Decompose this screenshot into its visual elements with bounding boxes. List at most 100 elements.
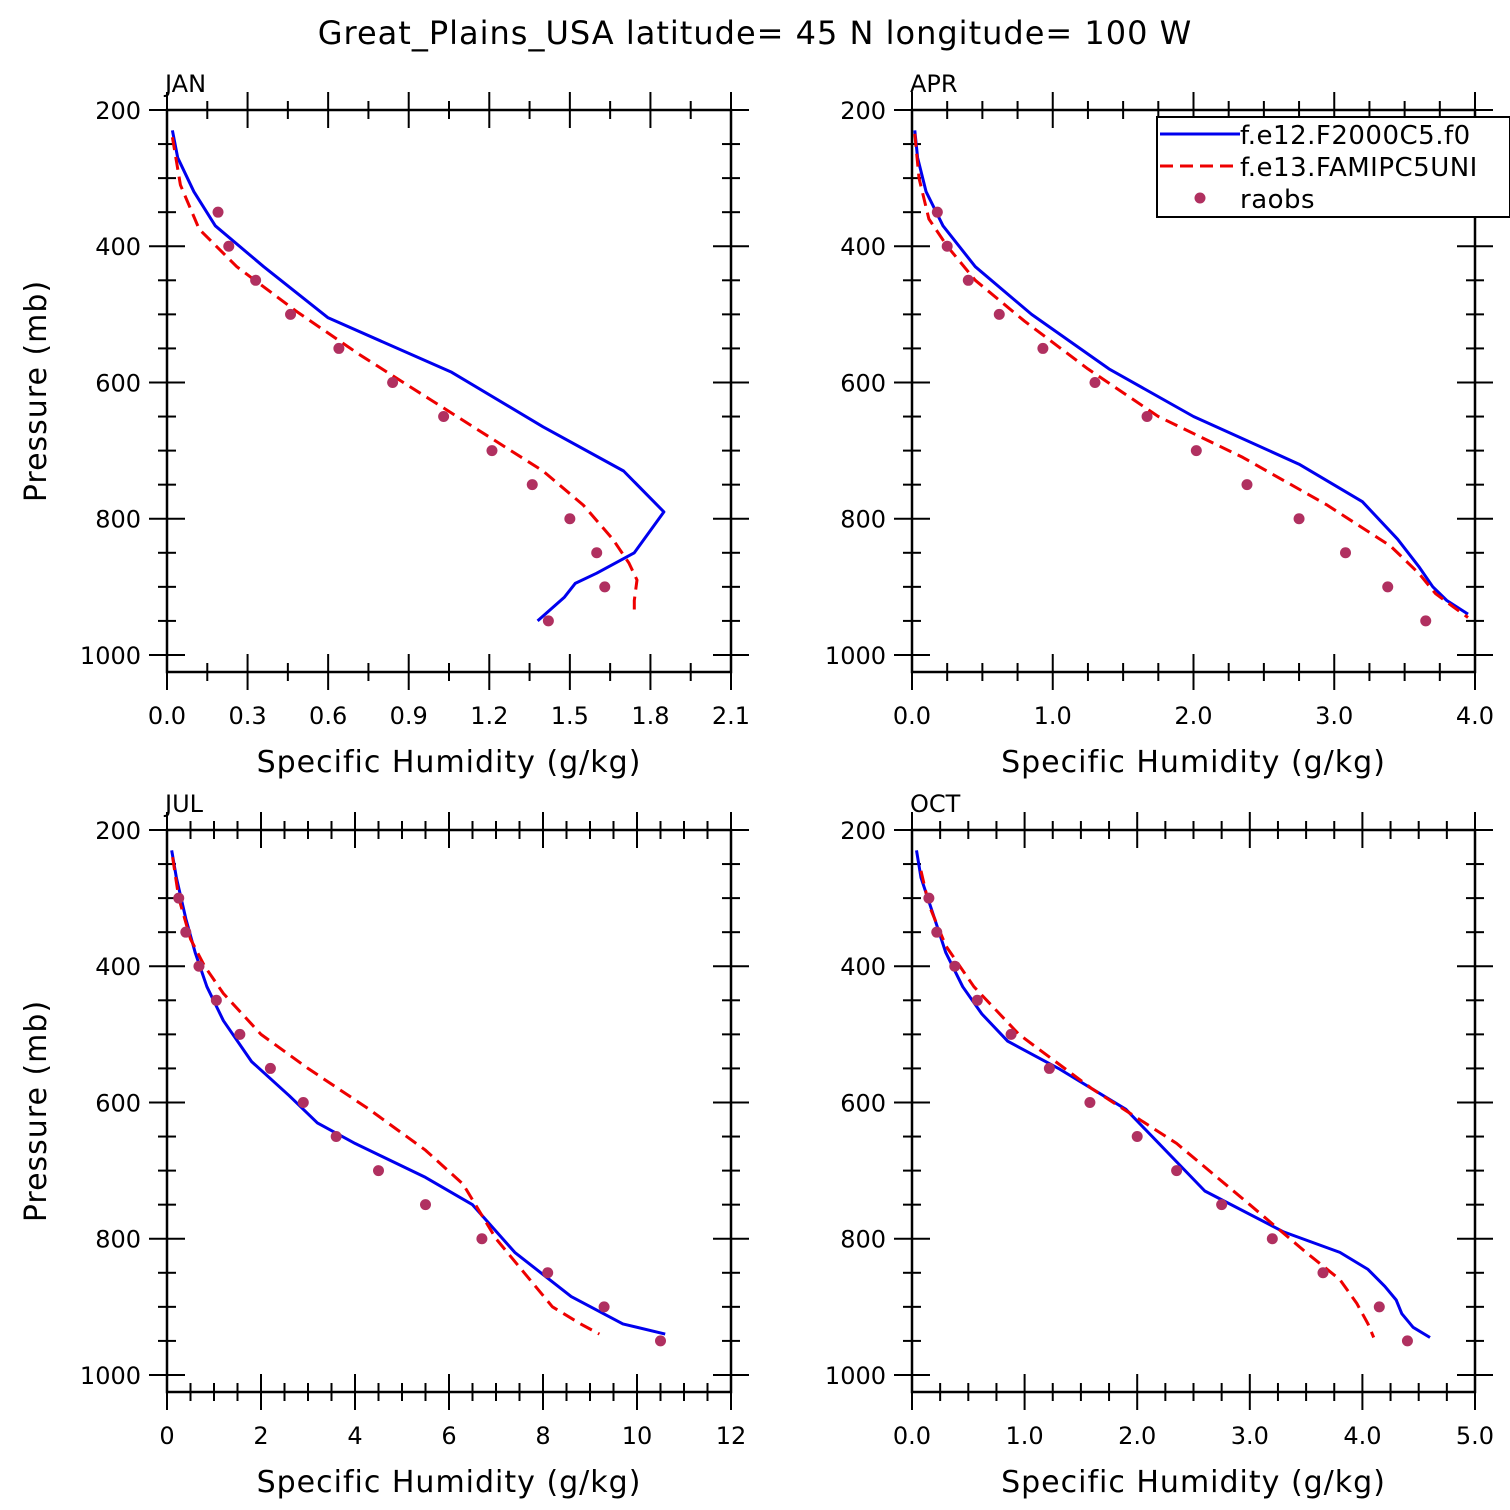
y-tick-label: 1000 xyxy=(825,1362,886,1390)
plot-area xyxy=(913,130,1469,627)
legend-label: f.e12.F2000C5.f0 xyxy=(1240,121,1471,151)
panel-apr: 200 400 600 800 1000 0.0 1.0 2.0 3.0 4.0 APR Specif… xyxy=(825,70,1494,780)
raobs-point xyxy=(564,513,576,525)
y-tick-label: 800 xyxy=(840,1226,886,1254)
legend-swatch-marker xyxy=(1194,192,1206,204)
x-axis-title: Specific Humidity (g/kg) xyxy=(1001,1465,1386,1500)
y-tick-label: 800 xyxy=(95,1226,141,1254)
raobs-point xyxy=(1089,376,1101,388)
y-tick-label: 400 xyxy=(840,233,886,261)
raobs-point xyxy=(949,960,961,972)
y-axis-title: Pressure (mb) xyxy=(19,280,54,502)
raobs-point xyxy=(420,1199,431,1211)
raobs-point xyxy=(180,926,192,938)
raobs-point xyxy=(212,206,224,218)
raobs-point xyxy=(297,1096,309,1108)
raobs-point xyxy=(1131,1131,1143,1143)
raobs-point xyxy=(1241,479,1253,491)
plot-area xyxy=(170,130,666,627)
raobs-point xyxy=(373,1165,384,1177)
model1-line xyxy=(170,130,666,623)
y-tick-label: 1000 xyxy=(80,1362,141,1390)
x-tick-label: 0.0 xyxy=(148,702,186,730)
raobs-point xyxy=(993,308,1005,320)
raobs-point xyxy=(438,411,450,423)
y-tick-label: 200 xyxy=(840,817,886,845)
x-axis-title: Specific Humidity (g/kg) xyxy=(257,1465,642,1500)
raobs-point xyxy=(971,994,983,1006)
y-tick-label: 200 xyxy=(840,97,886,125)
panel-label: JUL xyxy=(163,790,204,818)
raobs-point xyxy=(542,615,554,627)
x-tick-label: 2.1 xyxy=(712,702,750,730)
x-axis-title: Specific Humidity (g/kg) xyxy=(1001,745,1386,780)
x-tick-label: 12 xyxy=(716,1422,747,1450)
y-tick-label: 400 xyxy=(95,233,141,261)
panels: 200 400 600 800 1000 0.0 0.3 0.6 0.9 1.2 1.5 1.8 2.1… xyxy=(19,70,1494,1500)
raobs-point xyxy=(210,994,222,1006)
raobs-point xyxy=(1037,342,1049,354)
raobs-point xyxy=(387,376,399,388)
model1-line xyxy=(913,130,1469,616)
raobs-point xyxy=(1340,547,1352,559)
raobs-point xyxy=(250,274,262,286)
panel-oct: 200 400 600 800 1000 0.0 1.0 2.0 3.0 4.0 5.0 OCT Spe… xyxy=(825,790,1494,1500)
raobs-point xyxy=(1171,1165,1183,1177)
raobs-point xyxy=(234,1028,246,1040)
y-tick-label: 800 xyxy=(95,506,141,534)
x-tick-label: 4.0 xyxy=(1343,1422,1381,1450)
x-tick-label: 1.0 xyxy=(1006,1422,1044,1450)
main-title: Great_Plains_USA latitude= 45 N longitud… xyxy=(318,14,1193,52)
raobs-point xyxy=(1317,1267,1329,1279)
raobs-point xyxy=(599,581,611,593)
raobs-point xyxy=(1216,1199,1228,1211)
panel-jan: 200 400 600 800 1000 0.0 0.3 0.6 0.9 1.2 1.5 1.8 2.1… xyxy=(19,70,750,780)
x-tick-label: 0.6 xyxy=(309,702,347,730)
raobs-point xyxy=(333,342,345,354)
raobs-point xyxy=(1043,1062,1055,1074)
panel-label: OCT xyxy=(910,790,961,818)
x-tick-label: 4 xyxy=(347,1422,362,1450)
x-tick-label: 2.0 xyxy=(1174,702,1212,730)
raobs-point xyxy=(931,206,943,218)
raobs-point xyxy=(1084,1096,1096,1108)
x-tick-label: 8 xyxy=(535,1422,550,1450)
raobs-point xyxy=(285,308,297,320)
plot-frame xyxy=(165,828,733,1394)
plot-frame xyxy=(910,828,1477,1394)
raobs-point xyxy=(1382,581,1394,593)
model2-line xyxy=(170,136,639,615)
x-tick-label: 3.0 xyxy=(1231,1422,1269,1450)
raobs-point xyxy=(1401,1335,1413,1347)
raobs-point xyxy=(1141,411,1153,423)
plot-area xyxy=(170,850,666,1347)
model2-line xyxy=(171,856,601,1336)
raobs-point xyxy=(1293,513,1305,525)
raobs-point xyxy=(1373,1301,1385,1313)
y-axis-title: Pressure (mb) xyxy=(19,1000,54,1222)
y-tick-label: 200 xyxy=(95,97,141,125)
x-tick-label: 1.0 xyxy=(1034,702,1072,730)
raobs-point xyxy=(193,960,205,972)
x-tick-label: 2.0 xyxy=(1118,1422,1156,1450)
plot-frame xyxy=(165,108,733,674)
y-tick-label: 600 xyxy=(95,1089,141,1117)
raobs-point xyxy=(223,240,235,252)
raobs-point xyxy=(931,926,943,938)
model1-line xyxy=(915,850,1431,1339)
raobs-point xyxy=(330,1131,342,1143)
x-tick-label: 1.5 xyxy=(551,702,589,730)
x-tick-label: 0.3 xyxy=(228,702,266,730)
x-tick-label: 10 xyxy=(622,1422,653,1450)
raobs-point xyxy=(598,1301,610,1313)
x-tick-label: 5.0 xyxy=(1456,1422,1494,1450)
y-tick-label: 200 xyxy=(95,817,141,845)
x-tick-label: 1.2 xyxy=(470,702,508,730)
raobs-point xyxy=(1266,1233,1278,1245)
y-tick-label: 800 xyxy=(840,506,886,534)
y-tick-label: 600 xyxy=(840,1089,886,1117)
plot-area xyxy=(915,850,1431,1347)
raobs-point xyxy=(591,547,603,559)
y-tick-label: 1000 xyxy=(825,642,886,670)
